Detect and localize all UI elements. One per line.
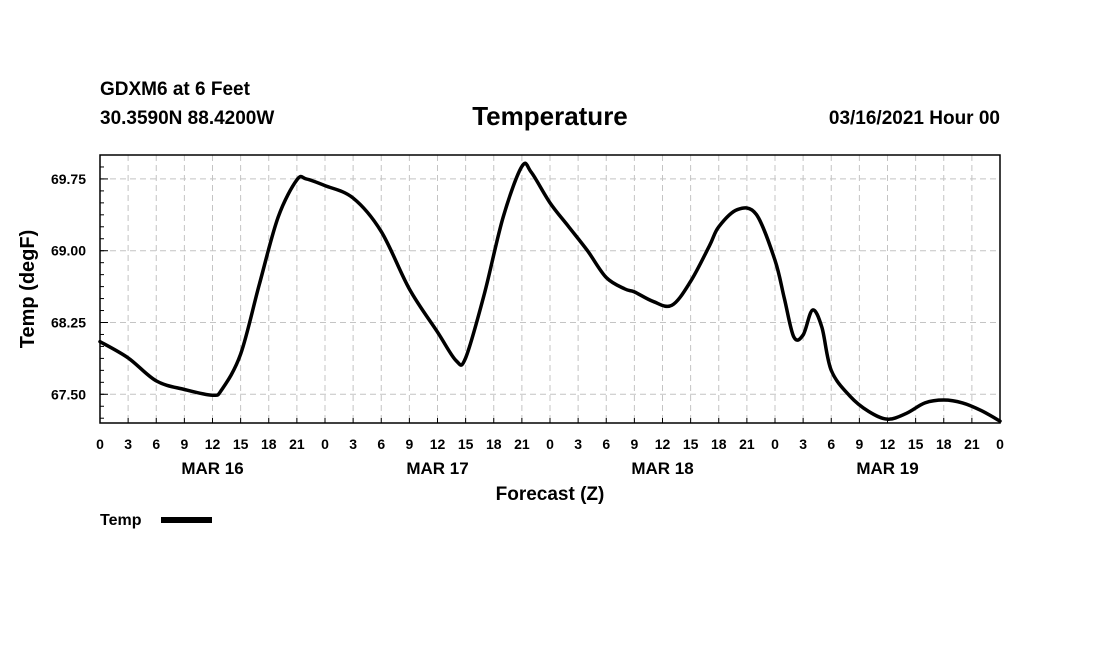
station-label: GDXM6 at 6 Feet: [100, 79, 251, 100]
datetime-label: 03/16/2021 Hour 00: [829, 108, 1000, 129]
y-tick-label: 69.75: [51, 171, 86, 187]
x-tick-label: 9: [180, 436, 188, 452]
x-tick-label: 18: [711, 436, 727, 452]
day-labels: MAR 16 MAR 17 MAR 18 MAR 19: [181, 459, 918, 478]
legend: Temp: [100, 512, 212, 529]
x-tick-label: 15: [908, 436, 924, 452]
x-tick-label: 9: [630, 436, 638, 452]
plot-frame: [99, 154, 1001, 424]
series-layer: [98, 161, 1002, 423]
x-tick-label: 0: [771, 436, 779, 452]
y-tick-label: 68.25: [51, 315, 86, 331]
x-tick-label: 12: [205, 436, 221, 452]
x-tick-label: 15: [683, 436, 699, 452]
x-tick-label: 3: [799, 436, 807, 452]
day-label: MAR 19: [856, 459, 918, 478]
day-label: MAR 17: [406, 459, 468, 478]
x-axis-ticks: 0 3 6 9 12 15 18 21 0 3 6 9 12 15 18 21 0 3 6 9 12 15 18 21 0 3 6 9…: [96, 418, 1004, 452]
coords-label: 30.3590N 88.4200W: [100, 108, 274, 129]
x-tick-label: 0: [321, 436, 329, 452]
x-tick-label: 6: [152, 436, 160, 452]
y-tick-label: 69.00: [51, 243, 86, 259]
x-tick-label: 18: [261, 436, 277, 452]
x-tick-label: 3: [574, 436, 582, 452]
x-tick-label: 12: [880, 436, 896, 452]
x-tick-label: 3: [349, 436, 357, 452]
y-axis-title: Temp (degF): [17, 230, 39, 349]
chart-title: Temperature: [472, 101, 628, 131]
x-tick-label: 0: [996, 436, 1004, 452]
y-axis-ticks: 67.50 68.25 69.00 69.75: [51, 171, 108, 402]
grid-lines: [100, 155, 1000, 423]
x-axis-title: Forecast (Z): [496, 484, 605, 505]
x-tick-label: 0: [96, 436, 104, 452]
x-tick-label: 12: [655, 436, 671, 452]
x-tick-label: 6: [602, 436, 610, 452]
x-tick-label: 0: [546, 436, 554, 452]
x-tick-label: 18: [486, 436, 502, 452]
y-tick-label: 67.50: [51, 386, 86, 402]
x-tick-label: 9: [855, 436, 863, 452]
series-line-temp: [98, 161, 1002, 423]
day-label: MAR 18: [631, 459, 693, 478]
x-tick-label: 3: [124, 436, 132, 452]
x-tick-label: 12: [430, 436, 446, 452]
x-tick-label: 21: [514, 436, 530, 452]
x-tick-label: 15: [233, 436, 249, 452]
x-tick-label: 21: [964, 436, 980, 452]
x-tick-label: 15: [458, 436, 474, 452]
x-tick-label: 6: [377, 436, 385, 452]
x-tick-label: 18: [936, 436, 952, 452]
x-tick-label: 9: [405, 436, 413, 452]
x-tick-label: 21: [739, 436, 755, 452]
x-tick-label: 21: [289, 436, 305, 452]
legend-label: Temp: [100, 512, 142, 529]
x-tick-label: 6: [827, 436, 835, 452]
day-label: MAR 16: [181, 459, 243, 478]
